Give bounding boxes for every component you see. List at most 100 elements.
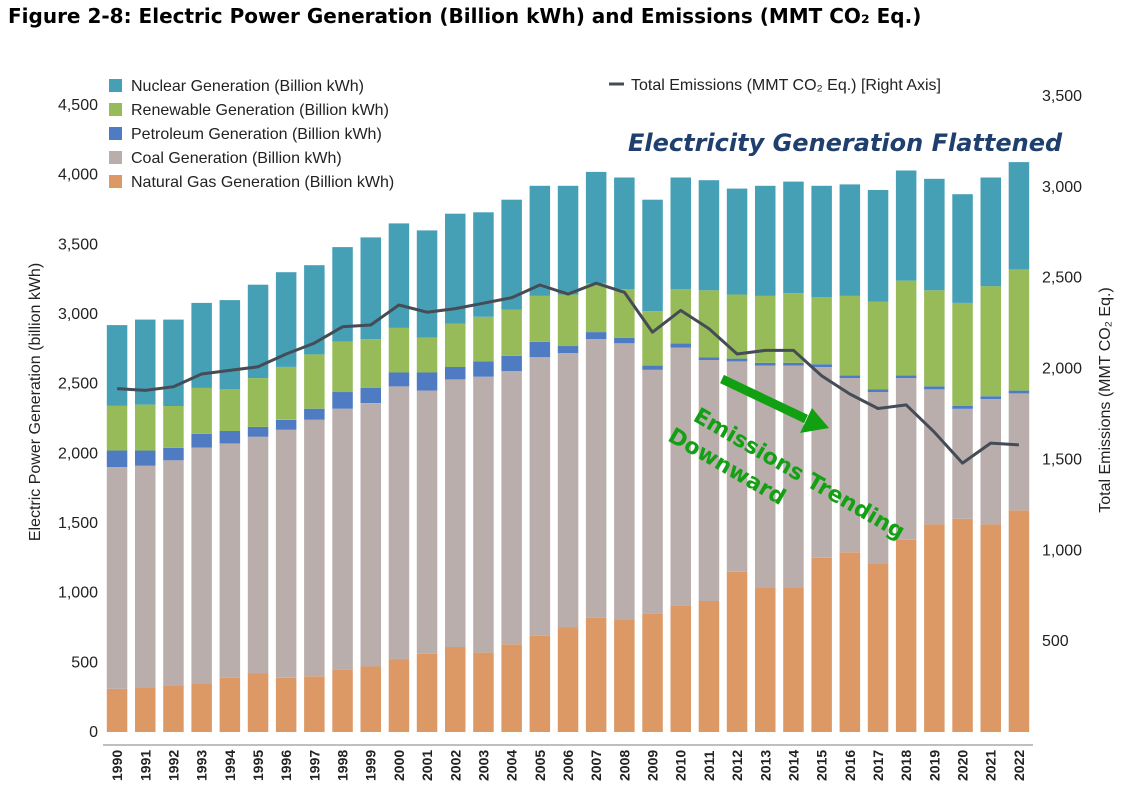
bar-segment-3-2009 xyxy=(642,311,663,366)
bar-segment-3-2002 xyxy=(445,323,466,367)
bar-segment-0-2022 xyxy=(1008,510,1030,732)
bar-segment-3-2019 xyxy=(924,290,945,387)
bar-segment-3-2010 xyxy=(670,288,691,344)
bar-segment-2-2010 xyxy=(670,343,691,348)
right-y-axis-title: Total Emissions (MMT CO₂ Eq.) xyxy=(1097,287,1114,513)
right-y-tick-label: 1,500 xyxy=(1042,451,1082,468)
left-y-tick-label: 500 xyxy=(71,654,98,671)
left-y-ticks: 0 500 1,000 1,500 2,000 2,500 3,000 3,500 4,000 4… xyxy=(58,97,98,741)
bar-segment-3-2021 xyxy=(980,286,1001,397)
bar-segment-3-2008 xyxy=(614,288,635,338)
x-tick-label: 1999 xyxy=(363,750,379,781)
legend-swatch xyxy=(109,79,122,92)
legend-label: Coal Generation (Billion kWh) xyxy=(131,150,342,167)
bar-segment-1-2005 xyxy=(529,357,551,636)
bar-segment-0-2010 xyxy=(670,605,691,732)
bar-segment-2-1990 xyxy=(106,450,128,468)
bar-segment-3-1997 xyxy=(304,354,325,409)
bar-segment-3-2017 xyxy=(867,301,889,390)
bar-segment-1-2014 xyxy=(783,365,804,588)
left-y-axis-title: Electric Power Generation (billion kWh) xyxy=(27,263,44,541)
bar-segment-1-2012 xyxy=(726,361,748,572)
x-tick-label: 2012 xyxy=(729,750,745,781)
bar-segment-2-2006 xyxy=(557,346,579,353)
bar-segment-0-2011 xyxy=(698,601,720,732)
bar-segment-4-2012 xyxy=(726,188,748,295)
bar-segment-3-2006 xyxy=(557,294,579,347)
bar-segment-1-2021 xyxy=(980,399,1001,525)
bar-segment-2-2016 xyxy=(839,375,861,379)
x-tick-label: 2013 xyxy=(757,750,773,781)
x-tick-label: 1994 xyxy=(222,750,238,781)
down-arrow xyxy=(720,374,829,433)
x-tick-label: 1998 xyxy=(335,750,351,781)
bar-segment-3-2018 xyxy=(895,280,917,376)
x-tick-label: 2004 xyxy=(504,750,520,781)
bar-segment-0-2003 xyxy=(473,652,494,732)
bar-segment-1-2015 xyxy=(811,366,832,558)
emissions-legend-label: Total Emissions (MMT CO₂ Eq.) [Right Axi… xyxy=(631,77,941,94)
bar-segment-0-2002 xyxy=(445,647,466,732)
x-tick-label: 2016 xyxy=(842,750,858,781)
x-tick-label: 1991 xyxy=(137,750,153,781)
bar-segment-3-1990 xyxy=(106,406,128,451)
bar-segment-2-2019 xyxy=(924,386,945,390)
bar-segment-0-2021 xyxy=(980,524,1001,732)
bar-segment-1-2006 xyxy=(557,353,579,628)
bar-segment-4-1997 xyxy=(304,265,325,355)
bar-segment-2-2022 xyxy=(1008,390,1030,394)
bar-segment-3-2013 xyxy=(755,295,776,363)
bar-segment-1-1997 xyxy=(304,419,325,677)
bar-segment-4-2013 xyxy=(755,185,776,296)
bar-segment-0-1993 xyxy=(191,683,212,732)
bar-segment-1-2013 xyxy=(755,365,776,588)
bar-segment-3-1991 xyxy=(135,404,156,451)
bar-segment-2-2004 xyxy=(501,355,522,372)
bar-segment-4-2020 xyxy=(952,194,973,303)
bar-segment-2-1992 xyxy=(163,447,184,461)
bar-segment-3-2000 xyxy=(388,327,410,373)
bar-segment-2-2001 xyxy=(416,372,438,391)
bar-segment-3-2001 xyxy=(416,337,438,373)
x-tick-label: 2002 xyxy=(447,750,463,781)
legend-label: Nuclear Generation (Billion kWh) xyxy=(131,78,364,95)
left-y-tick-label: 1,000 xyxy=(58,585,98,602)
x-tick-label: 2008 xyxy=(616,750,632,781)
bar-segment-0-2006 xyxy=(557,627,579,732)
bar-segment-2-2011 xyxy=(698,357,720,360)
x-tick-label: 2006 xyxy=(560,750,576,781)
bar-segment-1-2000 xyxy=(388,386,410,660)
bar-segment-4-2000 xyxy=(388,223,410,328)
bar-segment-1-1998 xyxy=(332,408,353,670)
bar-segment-3-1994 xyxy=(219,389,241,431)
bar-segment-0-1997 xyxy=(304,676,325,732)
x-tick-label: 2010 xyxy=(673,750,689,781)
bar-segment-2-2017 xyxy=(867,389,889,392)
x-tick-label: 2001 xyxy=(419,750,435,781)
bar-segment-4-1995 xyxy=(247,284,269,379)
bar-segment-3-1995 xyxy=(247,378,269,427)
down-arrow-head xyxy=(800,408,829,433)
left-y-tick-label: 3,000 xyxy=(58,306,98,323)
x-tick-label: 1997 xyxy=(306,750,322,781)
legend-label: Petroleum Generation (Billion kWh) xyxy=(131,126,382,143)
legend: Nuclear Generation (Billion kWh) Renewabl… xyxy=(109,78,394,191)
bar-segment-3-2011 xyxy=(698,290,720,358)
x-tick-label: 2021 xyxy=(983,750,999,781)
bar-segment-0-2016 xyxy=(839,552,861,732)
bar-segment-0-2007 xyxy=(585,617,607,732)
bar-segment-1-1991 xyxy=(135,465,156,688)
bar-segment-4-2015 xyxy=(811,185,832,298)
bar-segment-0-2019 xyxy=(924,524,945,732)
bar-segment-4-2019 xyxy=(924,178,945,291)
x-tick-label: 2011 xyxy=(701,750,717,781)
bar-segment-2-1993 xyxy=(191,433,212,448)
legend-swatch xyxy=(109,175,122,188)
bar-segment-0-2015 xyxy=(811,557,832,732)
right-y-tick-label: 3,500 xyxy=(1042,88,1082,105)
bar-segment-4-2004 xyxy=(501,199,522,310)
bar-segment-0-2008 xyxy=(614,619,635,732)
bar-segment-1-1994 xyxy=(219,443,241,678)
bar-segment-0-1994 xyxy=(219,677,241,732)
bar-segment-4-1999 xyxy=(360,237,381,340)
